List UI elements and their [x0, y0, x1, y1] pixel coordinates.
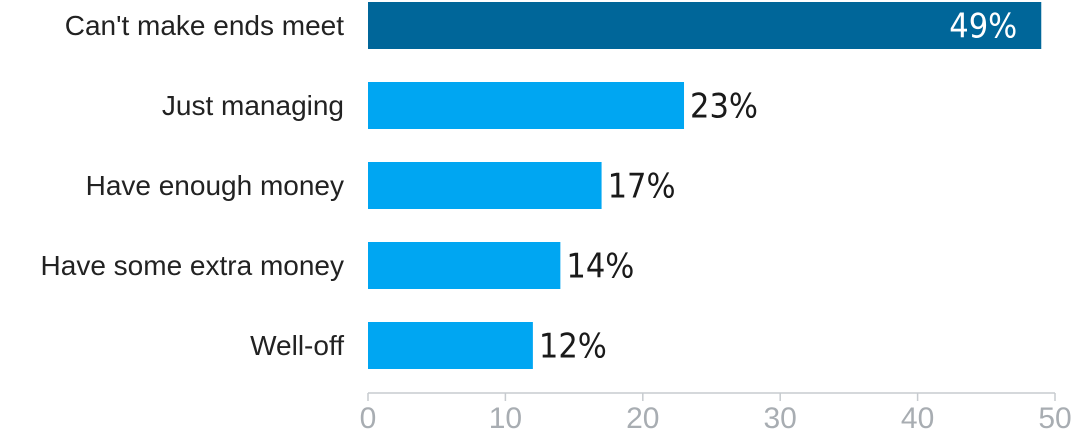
category-label: Have some extra money — [41, 250, 344, 281]
value-label: 17% — [608, 167, 676, 207]
x-tick-label: 0 — [360, 402, 377, 433]
x-tick-label: 50 — [1038, 402, 1071, 433]
x-tick-label: 20 — [626, 402, 659, 433]
x-tick-label: 30 — [764, 402, 797, 433]
x-tick-label: 40 — [901, 402, 934, 433]
bar-0 — [368, 2, 1042, 49]
category-label: Well-off — [250, 330, 344, 361]
x-axis: 0 10 20 30 40 50 — [360, 392, 1072, 433]
value-labels: 49% 23% 17% 14% 12% — [539, 7, 1017, 367]
bar-3 — [368, 242, 561, 289]
category-label: Have enough money — [86, 170, 344, 201]
bar-1 — [368, 82, 685, 129]
bar-4 — [368, 322, 533, 369]
bars-layer — [368, 2, 1042, 369]
value-label: 23% — [690, 87, 758, 127]
x-tick-label: 10 — [489, 402, 522, 433]
bar-2 — [368, 162, 602, 209]
category-label: Can't make ends meet — [65, 10, 344, 41]
value-label: 12% — [539, 327, 607, 367]
category-label: Just managing — [162, 90, 344, 121]
value-label: 14% — [566, 247, 634, 287]
value-label: 49% — [949, 7, 1017, 47]
category-labels: Can't make ends meet Just managing Have en… — [41, 10, 345, 361]
